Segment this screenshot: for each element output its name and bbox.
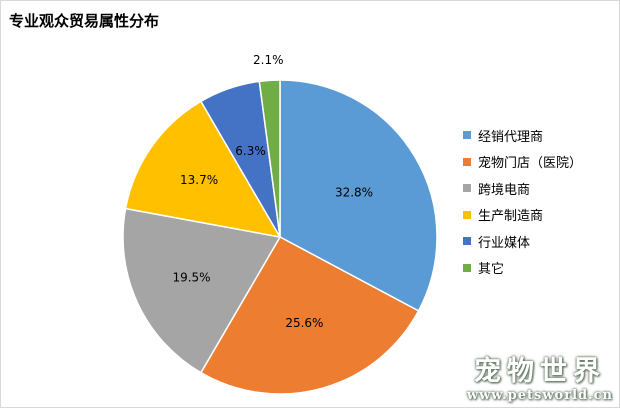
legend-swatch	[463, 263, 471, 272]
watermark-url: www.petsworld.cn	[466, 388, 613, 403]
legend-item: 生产制造商	[463, 202, 582, 229]
legend-swatch	[463, 131, 471, 140]
pie-slice	[124, 100, 282, 239]
pie-slice	[199, 235, 420, 395]
legend-label: 其它	[478, 262, 505, 278]
legend-label: 跨境电商	[478, 182, 531, 198]
watermark-name: 宠物世界	[473, 356, 606, 387]
legend-item: 行业媒体	[463, 228, 582, 255]
legend-label: 宠物门店（医院）	[478, 156, 583, 172]
legend-label: 经销代理商	[478, 129, 544, 145]
legend-swatch	[463, 184, 471, 193]
legend-label: 行业媒体	[478, 235, 531, 251]
chart-legend: 经销代理商宠物门店（医院） 跨境电商生产制造商行业媒体其它	[463, 122, 582, 281]
slice-data-label: 25.6%	[285, 316, 323, 330]
chart-title: 专业观众贸易属性分布	[9, 12, 160, 30]
legend-label: 生产制造商	[478, 209, 544, 225]
watermark-logo: 宠物世界 www.petsworld.cn	[467, 356, 613, 403]
pie-slice	[279, 79, 438, 312]
slice-data-label: 6.3%	[235, 144, 266, 158]
slice-data-label: 2.1%	[253, 53, 284, 67]
legend-item: 经销代理商	[463, 122, 582, 149]
slice-data-label: 19.5%	[172, 271, 210, 285]
legend-item: 其它	[463, 255, 582, 282]
pie-slice	[122, 207, 282, 374]
pie-slice	[258, 79, 281, 238]
legend-swatch	[463, 210, 471, 219]
legend-swatch	[463, 237, 471, 246]
legend-item: 宠物门店（医院）	[463, 149, 582, 176]
slice-data-label: 13.7%	[180, 173, 218, 187]
slice-data-label: 32.8%	[335, 186, 373, 200]
legend-item: 跨境电商	[463, 175, 582, 202]
legend-swatch	[463, 157, 471, 166]
